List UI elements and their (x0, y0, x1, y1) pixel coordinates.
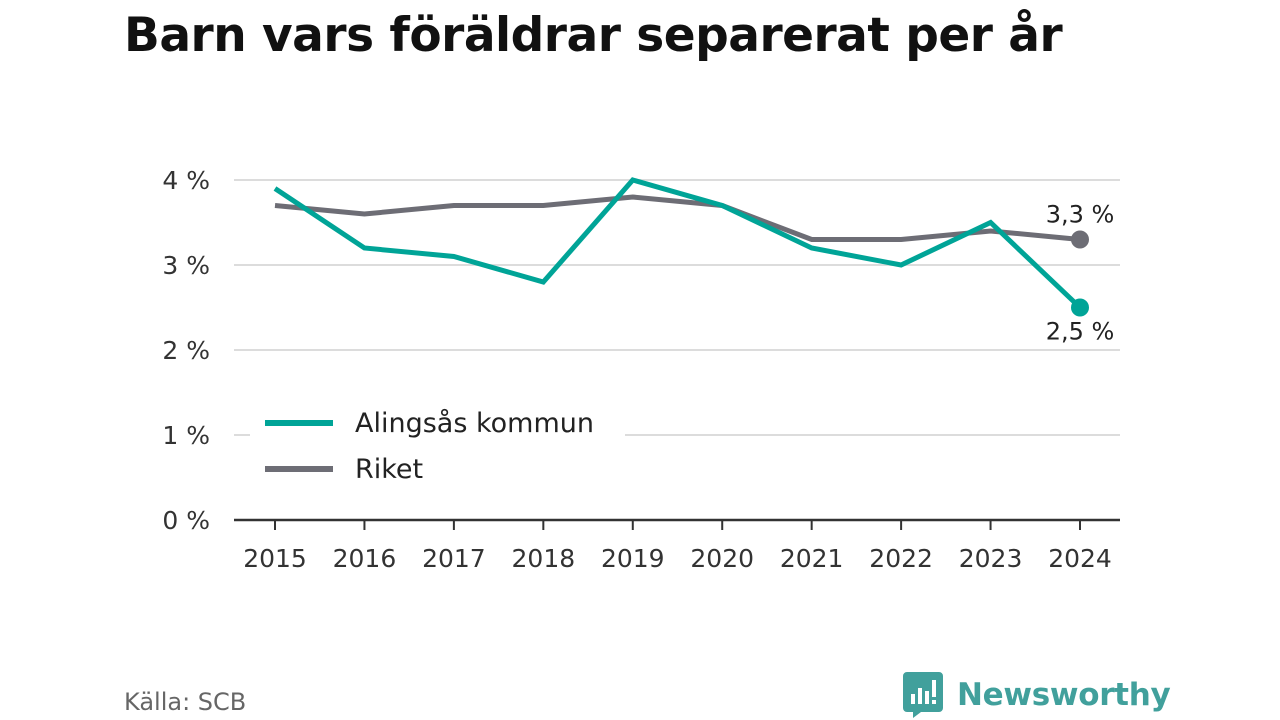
y-tick-label: 1 % (162, 421, 210, 450)
brand-logo: Newsworthy (903, 672, 1171, 718)
x-tick-label: 2016 (333, 544, 397, 573)
legend-background (250, 400, 625, 492)
end-label: 3,3 % (1046, 201, 1115, 229)
x-tick-label: 2023 (959, 544, 1023, 573)
grid-lines (234, 179, 1120, 436)
x-tick-label: 2022 (869, 544, 933, 573)
x-axis: 2015 2016 2017 2018 2019 2020 2021 2022 2023 2024 (234, 518, 1120, 573)
x-tick-label: 2019 (601, 544, 665, 573)
newsworthy-logo-icon (903, 672, 943, 718)
series-line (273, 177, 1082, 310)
y-tick-label: 0 % (162, 506, 210, 535)
x-tick-label: 2020 (690, 544, 754, 573)
legend-label: Alingsås kommun (355, 408, 594, 439)
chart-title: Barn vars föräldrar separerat per år (124, 8, 1063, 63)
y-tick-label: 3 % (162, 251, 210, 280)
legend-label: Riket (355, 454, 423, 485)
x-tick-label: 2021 (780, 544, 844, 573)
source-label: Källa: SCB (124, 688, 247, 716)
legend: Alingsås kommun Riket (250, 400, 625, 492)
y-tick-label: 4 % (162, 166, 210, 195)
x-tick-label: 2017 (422, 544, 486, 573)
y-axis-tick-labels: 0 % 1 % 2 % 3 % 4 % (162, 166, 210, 535)
x-tick-label: 2018 (512, 544, 576, 573)
end-points: 2,5 % 3,3 % (1046, 201, 1115, 346)
brand-name: Newsworthy (957, 677, 1171, 713)
end-label: 2,5 % (1046, 318, 1115, 346)
x-tick-label: 2024 (1048, 544, 1112, 573)
series-line (274, 194, 1081, 242)
series-lines (273, 177, 1082, 310)
end-point (1071, 230, 1089, 249)
y-tick-label: 2 % (162, 336, 210, 365)
x-tick-label: 2015 (243, 544, 307, 573)
end-point (1071, 298, 1089, 317)
